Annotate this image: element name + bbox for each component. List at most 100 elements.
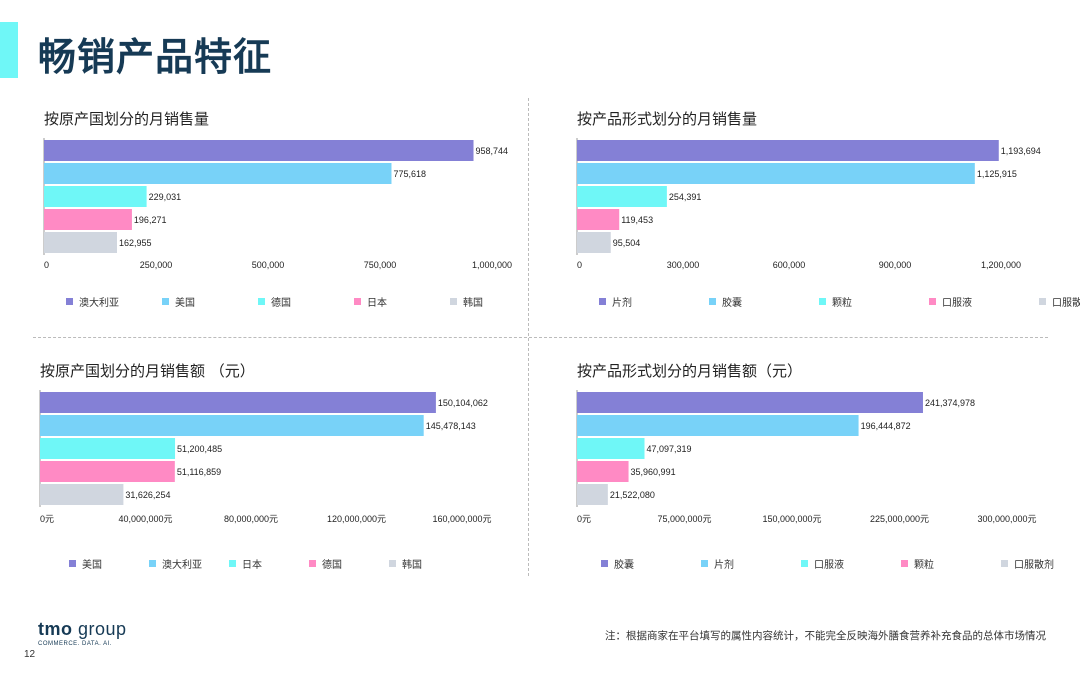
bar-value-label: 31,626,254 [125, 490, 170, 500]
x-tick-label: 0元 [577, 514, 591, 524]
legend-swatch [389, 560, 396, 567]
legend-swatch [162, 298, 169, 305]
chart-legend: 胶囊 片剂 口服液 颗粒 口服散剂 [601, 556, 1080, 571]
bar-4 [577, 461, 629, 482]
legend-label: 美国 [82, 560, 102, 571]
chart-panel-revenue-by-origin: 按原产国划分的月销售额 （元） 150,104,062 145,478,143 51… [39, 360, 515, 575]
bar-5 [577, 484, 608, 505]
legend-label: 片剂 [714, 560, 734, 571]
bar-value-label: 1,125,915 [977, 169, 1017, 179]
bar-1 [577, 140, 999, 161]
legend-swatch [601, 560, 608, 567]
legend-swatch [901, 560, 908, 567]
legend-item: 胶囊 [601, 556, 701, 571]
legend-label: 澳大利亚 [79, 298, 119, 309]
legend-label: 韩国 [402, 560, 422, 571]
bar-value-label: 1,193,694 [1001, 146, 1041, 156]
chart-legend: 澳大利亚 美国 德国 日本 韩国 [66, 294, 546, 309]
legend-swatch [69, 560, 76, 567]
bar-3 [577, 438, 645, 459]
legend-item: 口服液 [801, 556, 901, 571]
x-tick-label: 0 [44, 260, 49, 270]
title-accent-bar [0, 22, 18, 78]
legend-swatch [66, 298, 73, 305]
legend-swatch [929, 298, 936, 305]
x-tick-label: 300,000 [667, 260, 700, 270]
x-tick-label: 225,000,000元 [870, 514, 929, 524]
bar-5 [44, 232, 118, 253]
vertical-divider [528, 98, 529, 576]
bar-value-label: 21,522,080 [610, 490, 655, 500]
bar-1 [577, 392, 923, 413]
x-tick-label: 75,000,000元 [657, 514, 711, 524]
legend-item: 颗粒 [901, 556, 1001, 571]
x-tick-label: 300,000,000元 [977, 514, 1036, 524]
legend-swatch [450, 298, 457, 305]
bar-value-label: 47,097,319 [647, 444, 692, 454]
bar-3 [577, 186, 667, 207]
legend-label: 胶囊 [614, 560, 634, 571]
legend-label: 日本 [367, 298, 387, 309]
legend-item: 日本 [354, 294, 450, 309]
bar-2 [577, 163, 975, 184]
legend-item: 片剂 [701, 556, 801, 571]
legend-item: 颗粒 [819, 294, 929, 309]
bar-4 [40, 461, 175, 482]
legend-swatch [701, 560, 708, 567]
chart-panel-volume-by-origin: 按原产国划分的月销售量 958,744 775,618 229,031 196,271… [43, 108, 514, 318]
logo-brand: tmo [38, 619, 73, 639]
bar-value-label: 35,960,991 [631, 467, 676, 477]
bar-value-label: 254,391 [669, 192, 702, 202]
logo-tagline: COMMERCE. DATA. AI. [38, 641, 112, 647]
x-tick-label: 160,000,000元 [432, 514, 491, 524]
x-tick-label: 250,000 [140, 260, 173, 270]
bar-2 [44, 163, 392, 184]
footnote: 注：根据商家在平台填写的属性内容统计，不能完全反映海外膳食营养补充食品的总体市场… [605, 630, 1046, 642]
chart-panel-volume-by-form: 按产品形式划分的月销售量 1,193,694 1,125,915 254,391 11… [576, 108, 1080, 318]
bar-value-label: 775,618 [393, 169, 426, 179]
bar-value-label: 229,031 [149, 192, 182, 202]
legend-item: 澳大利亚 [66, 294, 162, 309]
x-tick-label: 900,000 [879, 260, 912, 270]
bar-value-label: 51,200,485 [177, 444, 222, 454]
bar-value-label: 150,104,062 [438, 398, 488, 408]
legend-swatch [309, 560, 316, 567]
bar-value-label: 958,744 [476, 146, 509, 156]
bar-3 [40, 438, 176, 459]
x-tick-label: 600,000 [773, 260, 806, 270]
x-tick-label: 500,000 [252, 260, 285, 270]
bar-chart: 150,104,062 145,478,143 51,200,485 51,116,8… [39, 390, 492, 524]
legend-item: 口服散剂 [1039, 294, 1080, 309]
legend-swatch [229, 560, 236, 567]
x-tick-label: 1,000,000 [472, 260, 512, 270]
legend-swatch [354, 298, 361, 305]
bar-5 [40, 484, 124, 505]
page-number: 12 [24, 649, 36, 660]
legend-item: 胶囊 [709, 294, 819, 309]
legend-label: 口服液 [942, 298, 972, 309]
bar-chart: 1,193,694 1,125,915 254,391 119,453 95,504 0 3… [576, 138, 1041, 270]
x-tick-label: 750,000 [364, 260, 397, 270]
legend-swatch [709, 298, 716, 305]
legend-item: 澳大利亚 [149, 556, 229, 571]
bar-value-label: 241,374,978 [925, 398, 975, 408]
bar-value-label: 95,504 [613, 238, 641, 248]
bar-value-label: 196,271 [134, 215, 167, 225]
bar-2 [40, 415, 424, 436]
x-tick-label: 40,000,000元 [118, 514, 172, 524]
legend-label: 口服液 [814, 560, 844, 571]
legend-label: 德国 [322, 560, 342, 571]
legend-label: 片剂 [612, 298, 632, 309]
bar-4 [44, 209, 132, 230]
legend-item: 韩国 [450, 294, 546, 309]
bar-value-label: 51,116,859 [177, 467, 221, 477]
chart-title: 按产品形式划分的月销售额（元） [577, 362, 803, 380]
chart-title: 按产品形式划分的月销售量 [577, 110, 758, 128]
x-tick-label: 1,200,000 [981, 260, 1021, 270]
legend-swatch [801, 560, 808, 567]
bar-value-label: 145,478,143 [426, 421, 476, 431]
bar-4 [577, 209, 620, 230]
legend-swatch [1039, 298, 1046, 305]
x-tick-label: 80,000,000元 [224, 514, 278, 524]
legend-label: 日本 [242, 560, 262, 571]
